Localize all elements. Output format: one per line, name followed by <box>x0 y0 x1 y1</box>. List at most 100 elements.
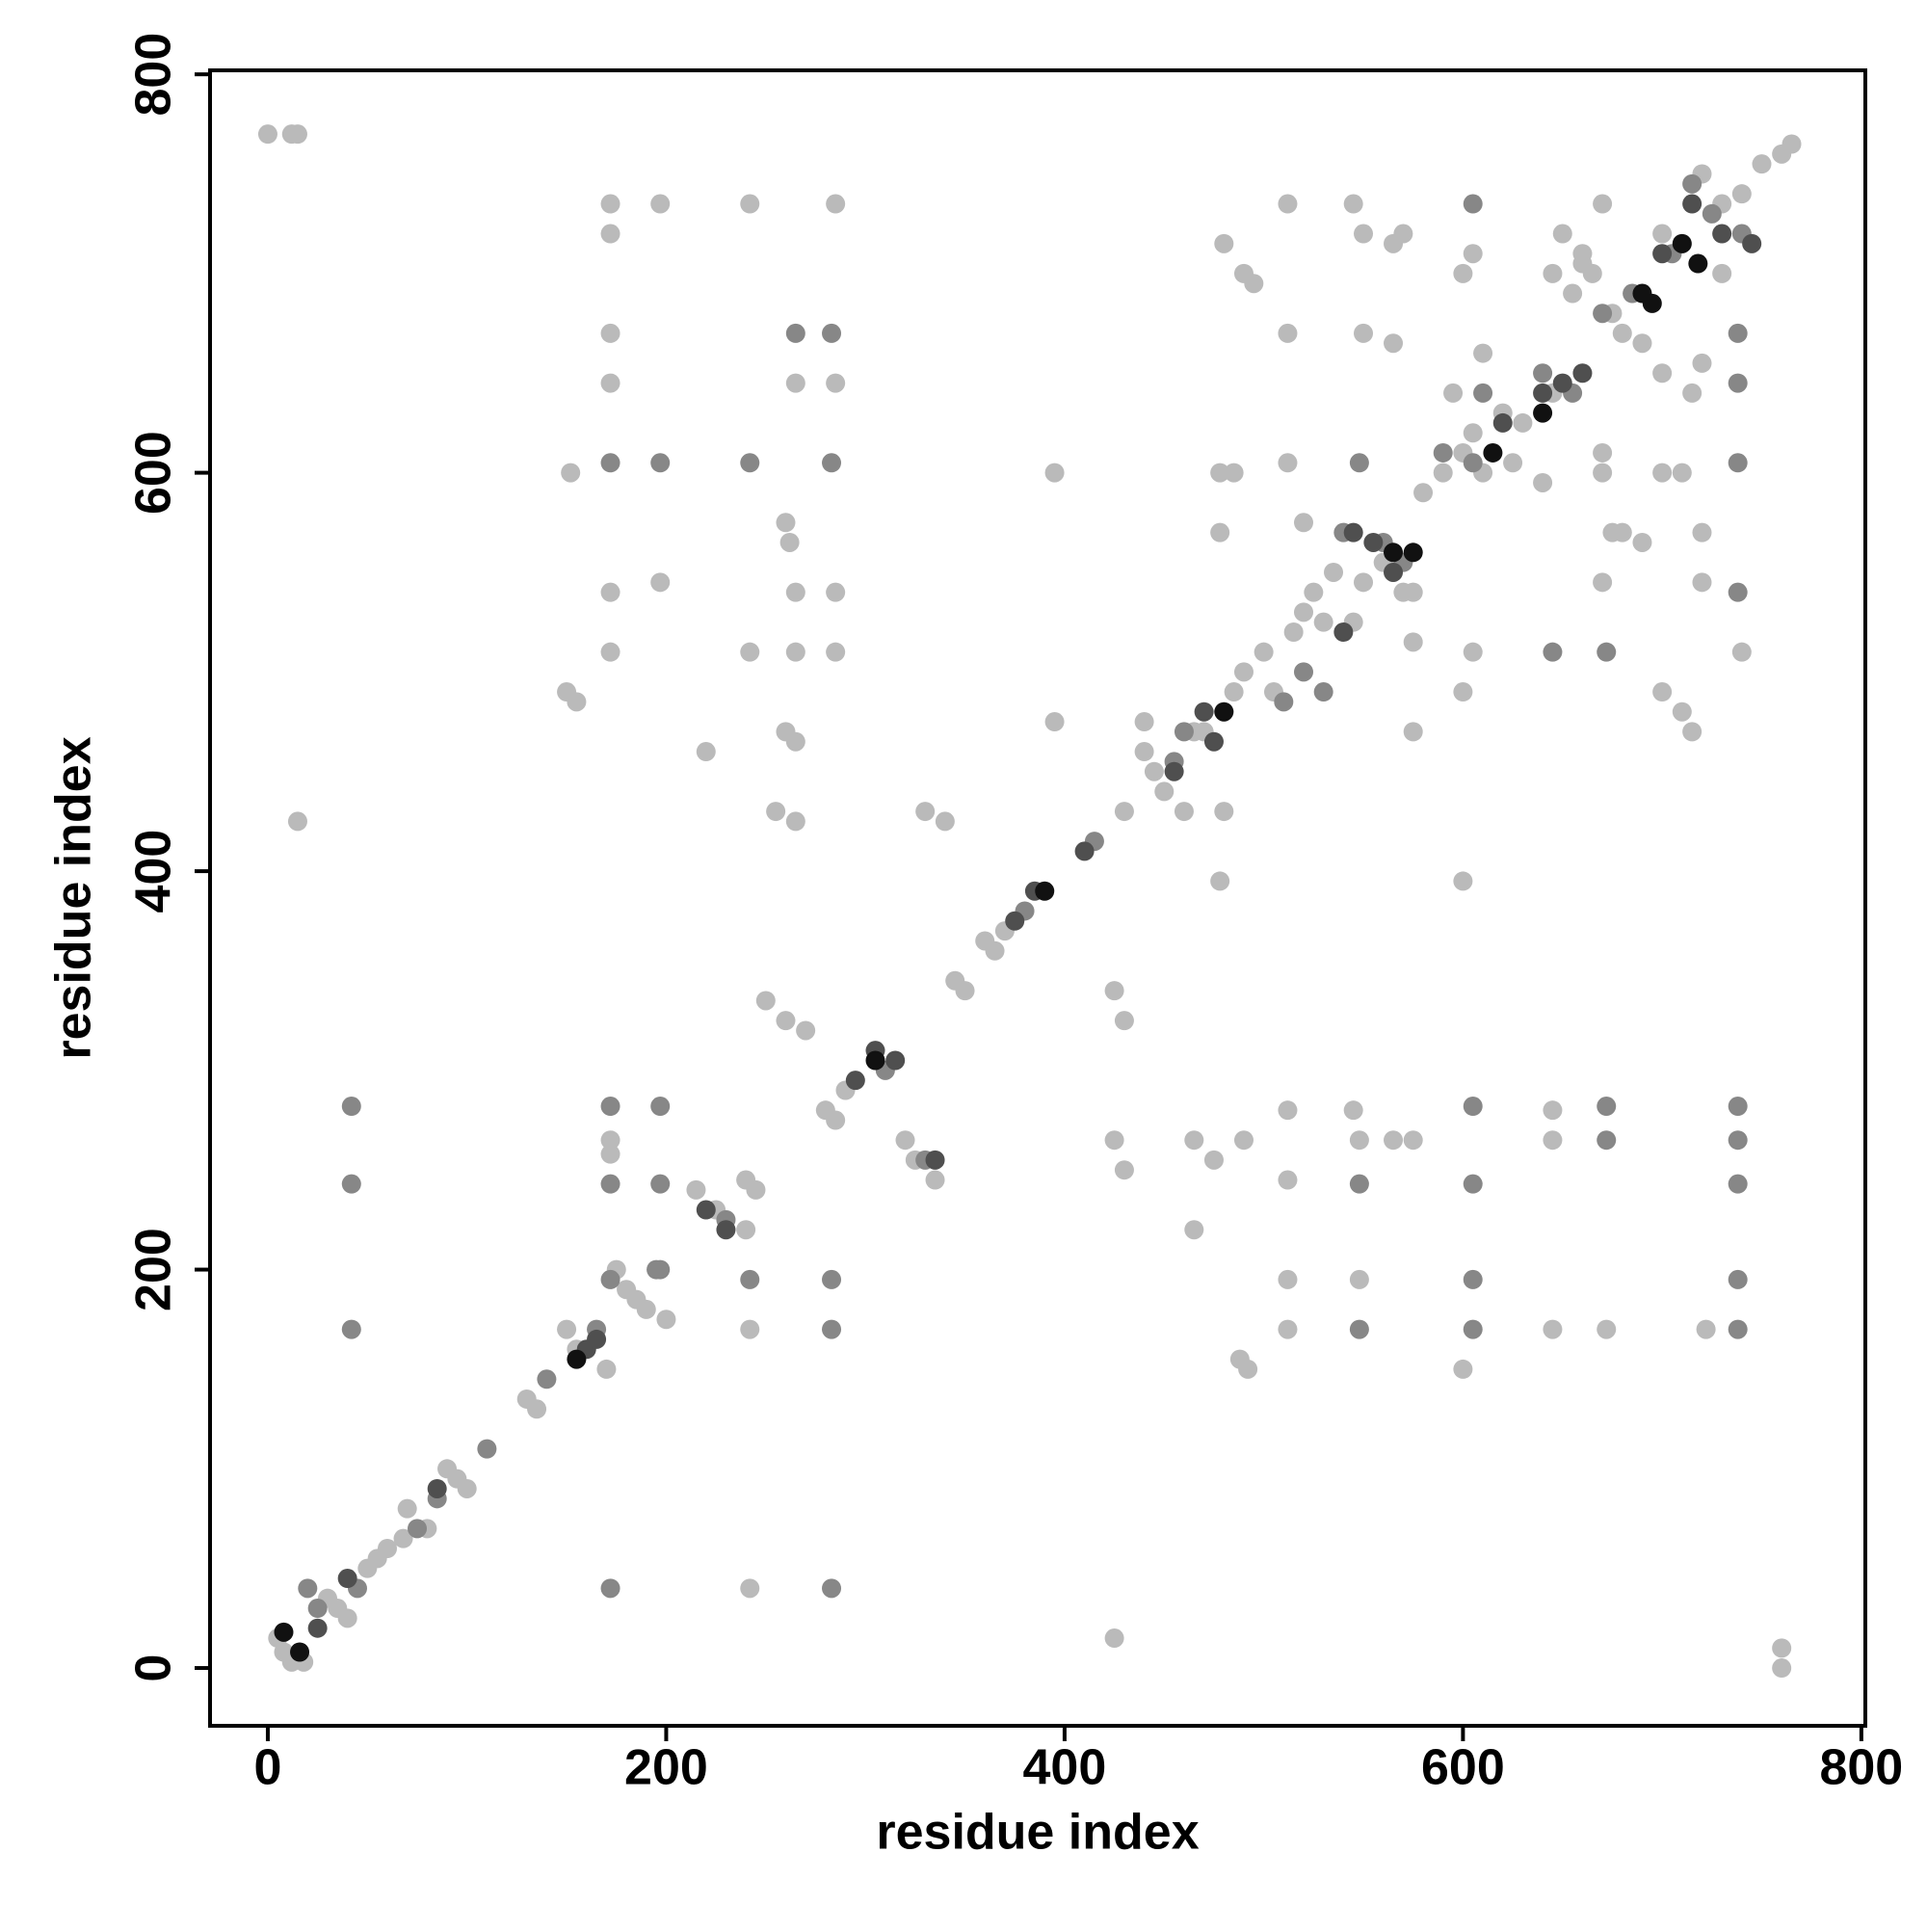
point <box>1712 263 1732 283</box>
point <box>1349 1269 1369 1289</box>
x-tick-label: 800 <box>1819 1740 1903 1796</box>
point <box>1593 304 1613 324</box>
x-tick-label: 200 <box>624 1740 708 1796</box>
point <box>925 1150 945 1170</box>
point <box>1543 1319 1563 1339</box>
point <box>1597 1097 1617 1117</box>
point <box>1393 224 1413 244</box>
point <box>740 194 760 214</box>
point <box>1349 1130 1369 1151</box>
point <box>766 802 786 822</box>
point <box>1354 224 1374 244</box>
point <box>1403 632 1423 652</box>
point <box>1278 1100 1298 1121</box>
point <box>1403 1130 1423 1151</box>
point <box>1731 642 1752 662</box>
point <box>776 1011 796 1031</box>
point <box>1682 173 1703 194</box>
y-tick-label: 0 <box>126 1654 182 1682</box>
point <box>1134 712 1154 732</box>
point <box>587 1329 607 1349</box>
points <box>257 124 1802 1679</box>
point <box>1652 224 1673 244</box>
point <box>650 1097 671 1117</box>
point <box>1244 274 1264 294</box>
point <box>1463 453 1483 473</box>
point <box>1233 662 1254 682</box>
point <box>1210 463 1230 483</box>
point <box>985 940 1005 961</box>
point <box>1463 1319 1483 1339</box>
point <box>341 1174 361 1194</box>
point <box>686 1179 706 1200</box>
y-tick-label: 200 <box>126 1228 182 1311</box>
point <box>1214 701 1234 722</box>
point <box>1728 453 1748 473</box>
point <box>600 1269 620 1289</box>
point <box>1104 981 1124 1001</box>
point <box>822 1269 842 1289</box>
point <box>1672 463 1692 483</box>
point <box>1114 802 1134 822</box>
point <box>1597 642 1617 662</box>
point <box>822 323 842 343</box>
point <box>1184 1130 1204 1151</box>
point <box>1104 1628 1124 1649</box>
point <box>1533 403 1553 423</box>
point <box>600 1174 620 1194</box>
point <box>1543 1130 1563 1151</box>
point <box>1174 722 1194 742</box>
point <box>1612 323 1632 343</box>
point <box>1728 1097 1748 1117</box>
point <box>1702 203 1722 224</box>
point <box>1463 1097 1483 1117</box>
point <box>1274 692 1294 712</box>
point <box>740 642 760 662</box>
point <box>600 373 620 393</box>
point <box>1293 513 1313 533</box>
point <box>1728 323 1748 343</box>
point <box>1543 263 1563 283</box>
point <box>1463 642 1483 662</box>
point <box>1728 1174 1748 1194</box>
point <box>274 1622 294 1642</box>
point <box>1652 244 1673 264</box>
point <box>477 1439 497 1459</box>
point <box>1672 701 1692 722</box>
point <box>1403 582 1423 602</box>
point <box>696 742 716 762</box>
point <box>925 1170 945 1190</box>
point <box>1752 154 1772 174</box>
point <box>1433 442 1453 463</box>
point <box>1503 453 1523 473</box>
point <box>865 1050 885 1071</box>
point <box>1543 1100 1563 1121</box>
point <box>600 582 620 602</box>
point <box>1238 1359 1258 1379</box>
point <box>1513 412 1533 433</box>
point <box>1114 1011 1134 1031</box>
point <box>1005 911 1025 931</box>
point <box>1682 194 1703 214</box>
point <box>1772 1638 1792 1658</box>
point <box>377 1539 397 1559</box>
point <box>1552 224 1572 244</box>
point <box>1593 572 1613 593</box>
point <box>341 1097 361 1117</box>
point <box>785 811 805 832</box>
point <box>1463 194 1483 214</box>
point <box>1278 323 1298 343</box>
point <box>915 802 936 822</box>
point <box>298 1578 318 1599</box>
point <box>1154 781 1175 802</box>
y-tick-label: 400 <box>126 830 182 913</box>
point <box>1682 383 1703 403</box>
point <box>1473 343 1493 363</box>
point <box>1384 562 1404 582</box>
point <box>1728 1269 1748 1289</box>
point <box>736 1220 756 1240</box>
point <box>1473 383 1493 403</box>
point <box>935 811 955 832</box>
point <box>822 453 842 473</box>
